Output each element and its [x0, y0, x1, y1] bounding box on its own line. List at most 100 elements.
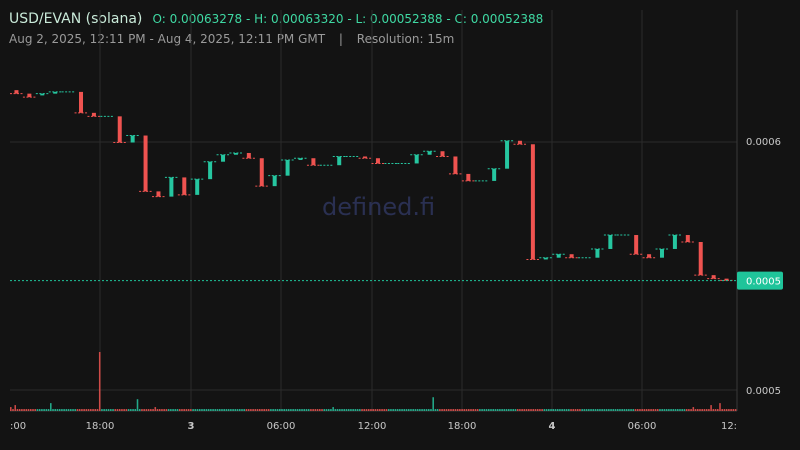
volume-bar [505, 409, 508, 411]
volume-bar [450, 409, 452, 411]
volume-bar [652, 409, 655, 411]
candle-body [14, 90, 19, 94]
volume-bar [325, 409, 328, 411]
volume-bar [539, 409, 541, 411]
volume-bar [499, 409, 501, 411]
volume-bar [61, 409, 63, 411]
volume-bar [619, 409, 621, 411]
volume-bar [354, 409, 357, 411]
axes: 0.0006 0.0005 0.0005:00 18:00 3 06:00 12:00 18:… [10, 137, 783, 432]
volume-bar [576, 409, 579, 411]
volume-bar [192, 409, 194, 411]
volume-bar [98, 352, 101, 411]
volume-bar [732, 409, 735, 411]
volume-bar [528, 409, 530, 411]
volume-bar [376, 409, 379, 411]
volume-bar [147, 409, 150, 411]
current-price-tag [737, 271, 783, 290]
volume-bar [190, 409, 192, 411]
volume-bar [439, 409, 441, 411]
volume-bar [18, 409, 21, 411]
volume-bar [299, 409, 301, 411]
volume-bar [167, 409, 170, 411]
volume-bar [385, 409, 388, 411]
volume-bar [296, 409, 299, 411]
volume-bar [490, 409, 492, 411]
volume-bar [514, 409, 517, 411]
volume-bar [52, 409, 54, 411]
volume-bar [565, 409, 568, 411]
volume-bar [550, 409, 552, 411]
volume-bar [605, 409, 608, 411]
volume-bar [216, 409, 219, 411]
volume-bar [425, 409, 428, 411]
volume-bar [112, 409, 114, 411]
candle-body [337, 156, 342, 166]
volume-bar [427, 409, 430, 411]
volume-bar [467, 409, 470, 411]
volume-bar [38, 409, 41, 411]
volume-bar [628, 409, 630, 411]
volume-bar [503, 409, 506, 411]
volume-bar [548, 409, 550, 411]
volume-bar [603, 409, 606, 411]
x-tick-label: 06:00 [628, 421, 657, 432]
volume-bar [339, 409, 341, 411]
candle-body [414, 154, 419, 164]
volume-bar [292, 409, 294, 411]
volume-bar [125, 409, 128, 411]
volume-bar [227, 409, 230, 411]
volume-bar [641, 409, 643, 411]
volume-bar [21, 409, 23, 411]
volume-bar [367, 409, 370, 411]
separator: | [338, 32, 343, 46]
volume-bar [676, 409, 679, 411]
volume-bar [132, 409, 134, 411]
volume-bar [492, 409, 494, 411]
volume-bar [563, 409, 566, 411]
candle-body [711, 275, 716, 279]
volume-bar [452, 409, 454, 411]
volume-bar [223, 409, 225, 411]
candle-body [79, 91, 84, 113]
candle-body [634, 235, 639, 255]
volume-bar [399, 409, 401, 411]
volume-bar [534, 409, 537, 411]
volume-bar [254, 409, 257, 411]
volume-bar [12, 409, 14, 411]
volume-bar [485, 409, 488, 411]
volume-bar [276, 409, 279, 411]
volume-bar [92, 409, 94, 411]
volume-bar [185, 409, 188, 411]
volume-bar [632, 409, 635, 411]
volume-bar [705, 409, 708, 411]
volume-bar [221, 409, 223, 411]
current-price-label: 0.0005 [746, 277, 781, 288]
volume-bar [183, 409, 185, 411]
volume-bar [341, 409, 343, 411]
volume-bar [56, 409, 59, 411]
volume-bar [719, 403, 721, 411]
candle-body [208, 161, 213, 180]
volume-bar [352, 409, 354, 411]
volume-bar [421, 409, 423, 411]
volume-bar [87, 409, 90, 411]
volume-bar [599, 409, 601, 411]
volume-bar [41, 409, 43, 411]
volume-bar [443, 409, 446, 411]
ohlc-values: O: 0.00063278 - H: 0.00063320 - L: 0.000… [152, 12, 544, 26]
volume-bar [90, 409, 92, 411]
volume-bar [336, 409, 339, 411]
candle-body [233, 152, 238, 155]
volume-bar [536, 409, 539, 411]
volume-bar [596, 409, 599, 411]
candle-body [453, 156, 458, 174]
volume-bar [14, 405, 17, 411]
volume-bar [441, 409, 443, 411]
volume-bar [347, 409, 350, 411]
volume-bar [481, 409, 483, 411]
volume-bar [359, 409, 361, 411]
volume-bar [290, 409, 292, 411]
volume-bar [25, 409, 28, 411]
